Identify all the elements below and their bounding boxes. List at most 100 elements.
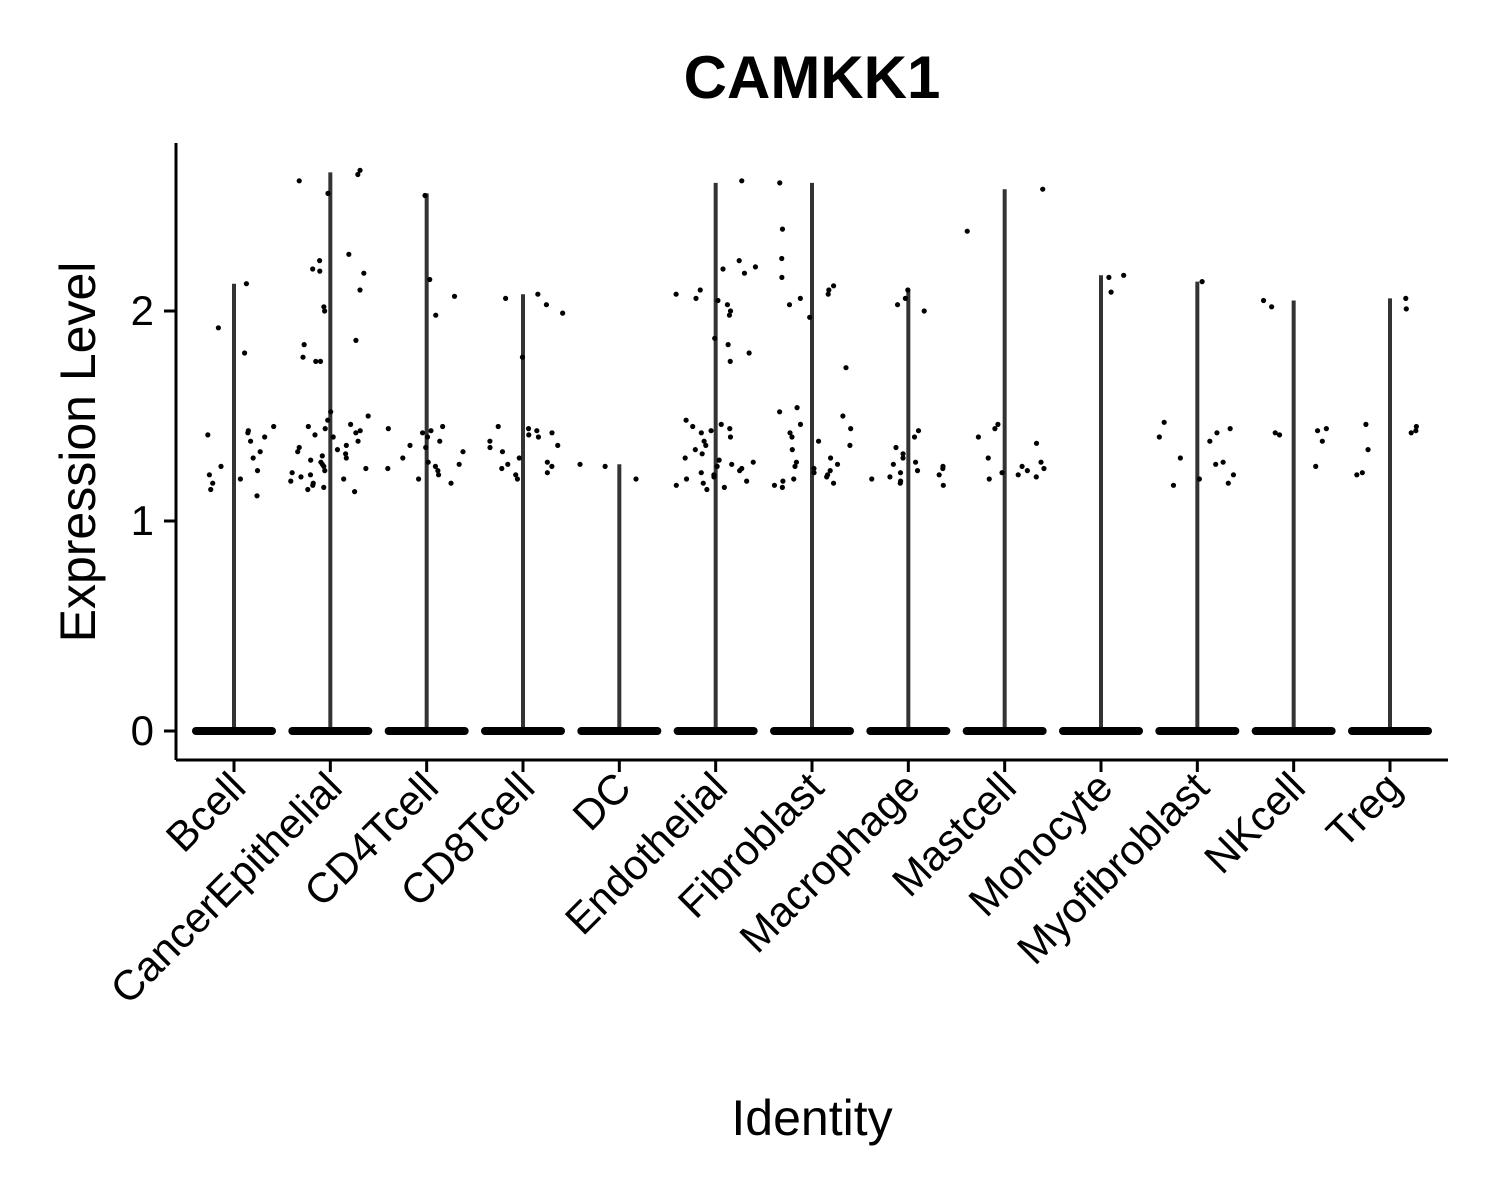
data-point [826, 287, 832, 293]
data-point [1214, 430, 1220, 436]
data-point [577, 461, 583, 467]
data-point [726, 312, 733, 318]
data-point [310, 266, 316, 272]
data-point [699, 451, 705, 457]
data-point [1359, 470, 1365, 476]
data-point [824, 474, 830, 480]
data-point [254, 493, 260, 499]
data-point [451, 293, 458, 299]
data-point [708, 428, 714, 434]
data-point [847, 442, 853, 448]
data-point [1199, 279, 1205, 285]
data-point [752, 264, 759, 270]
data-point [321, 463, 327, 469]
data-point [1213, 461, 1219, 467]
data-point [827, 468, 833, 474]
data-point [525, 426, 532, 432]
data-point [724, 302, 731, 308]
data-point [310, 482, 316, 488]
data-point [544, 470, 550, 476]
data-point [357, 428, 363, 434]
data-point [1225, 480, 1231, 486]
data-point [433, 312, 439, 318]
data-point [499, 449, 506, 455]
data-point [1196, 476, 1202, 482]
data-point [1260, 297, 1267, 304]
data-point [1108, 289, 1114, 295]
data-point [936, 472, 942, 478]
data-point [305, 423, 311, 430]
zero-band-Bcell [192, 727, 276, 735]
data-point [1156, 434, 1162, 440]
data-point [205, 432, 211, 438]
data-point [237, 476, 243, 482]
data-point [914, 468, 921, 474]
data-point [247, 438, 254, 444]
data-point [1365, 447, 1371, 453]
data-point [435, 472, 442, 478]
data-point [325, 190, 331, 196]
data-point [897, 480, 903, 486]
data-point [385, 465, 391, 472]
data-point [210, 480, 216, 486]
data-point [807, 314, 813, 320]
data-point [555, 442, 561, 448]
x-tick-label: Treg [1317, 763, 1410, 856]
data-point [526, 432, 532, 438]
data-point [777, 180, 783, 186]
data-point [690, 423, 696, 430]
data-point [322, 308, 328, 314]
data-point [1033, 440, 1040, 446]
data-point [1313, 463, 1319, 469]
data-point [348, 421, 354, 427]
data-point [499, 465, 505, 472]
data-point [361, 270, 367, 276]
data-point [718, 421, 724, 427]
data-point [535, 291, 541, 297]
data-point [424, 434, 431, 440]
data-point [1170, 482, 1177, 488]
data-point [827, 455, 834, 461]
data-point [495, 423, 501, 430]
data-point [288, 478, 294, 484]
data-point [1272, 430, 1278, 436]
data-point [1040, 186, 1046, 192]
data-point [1106, 274, 1112, 280]
data-point [503, 295, 509, 301]
data-point [716, 457, 722, 463]
data-point [692, 447, 698, 453]
data-point [673, 291, 679, 297]
data-point [741, 270, 748, 276]
data-point [985, 455, 991, 461]
data-point [727, 426, 733, 432]
data-point [317, 268, 323, 274]
data-point [727, 308, 734, 314]
data-point [698, 470, 704, 476]
data-point [487, 438, 493, 444]
data-point [319, 453, 325, 459]
data-point [355, 438, 361, 444]
data-point [296, 444, 302, 451]
zero-band-CD4Tcell [384, 727, 469, 735]
data-point [487, 444, 493, 451]
zero-band-DC [577, 727, 662, 735]
data-point [357, 287, 363, 293]
data-point [254, 468, 261, 474]
data-point [296, 178, 302, 184]
data-point [750, 459, 756, 465]
data-point [1323, 426, 1329, 432]
data-point [456, 461, 462, 467]
data-point [830, 480, 837, 486]
data-point [1363, 421, 1369, 427]
data-point [789, 447, 795, 453]
data-point [900, 451, 906, 457]
data-point [432, 463, 439, 469]
data-point [317, 258, 323, 264]
data-point [363, 465, 369, 472]
data-point [1038, 459, 1044, 465]
data-point [834, 461, 841, 467]
data-point [779, 274, 785, 280]
data-point [321, 304, 327, 310]
